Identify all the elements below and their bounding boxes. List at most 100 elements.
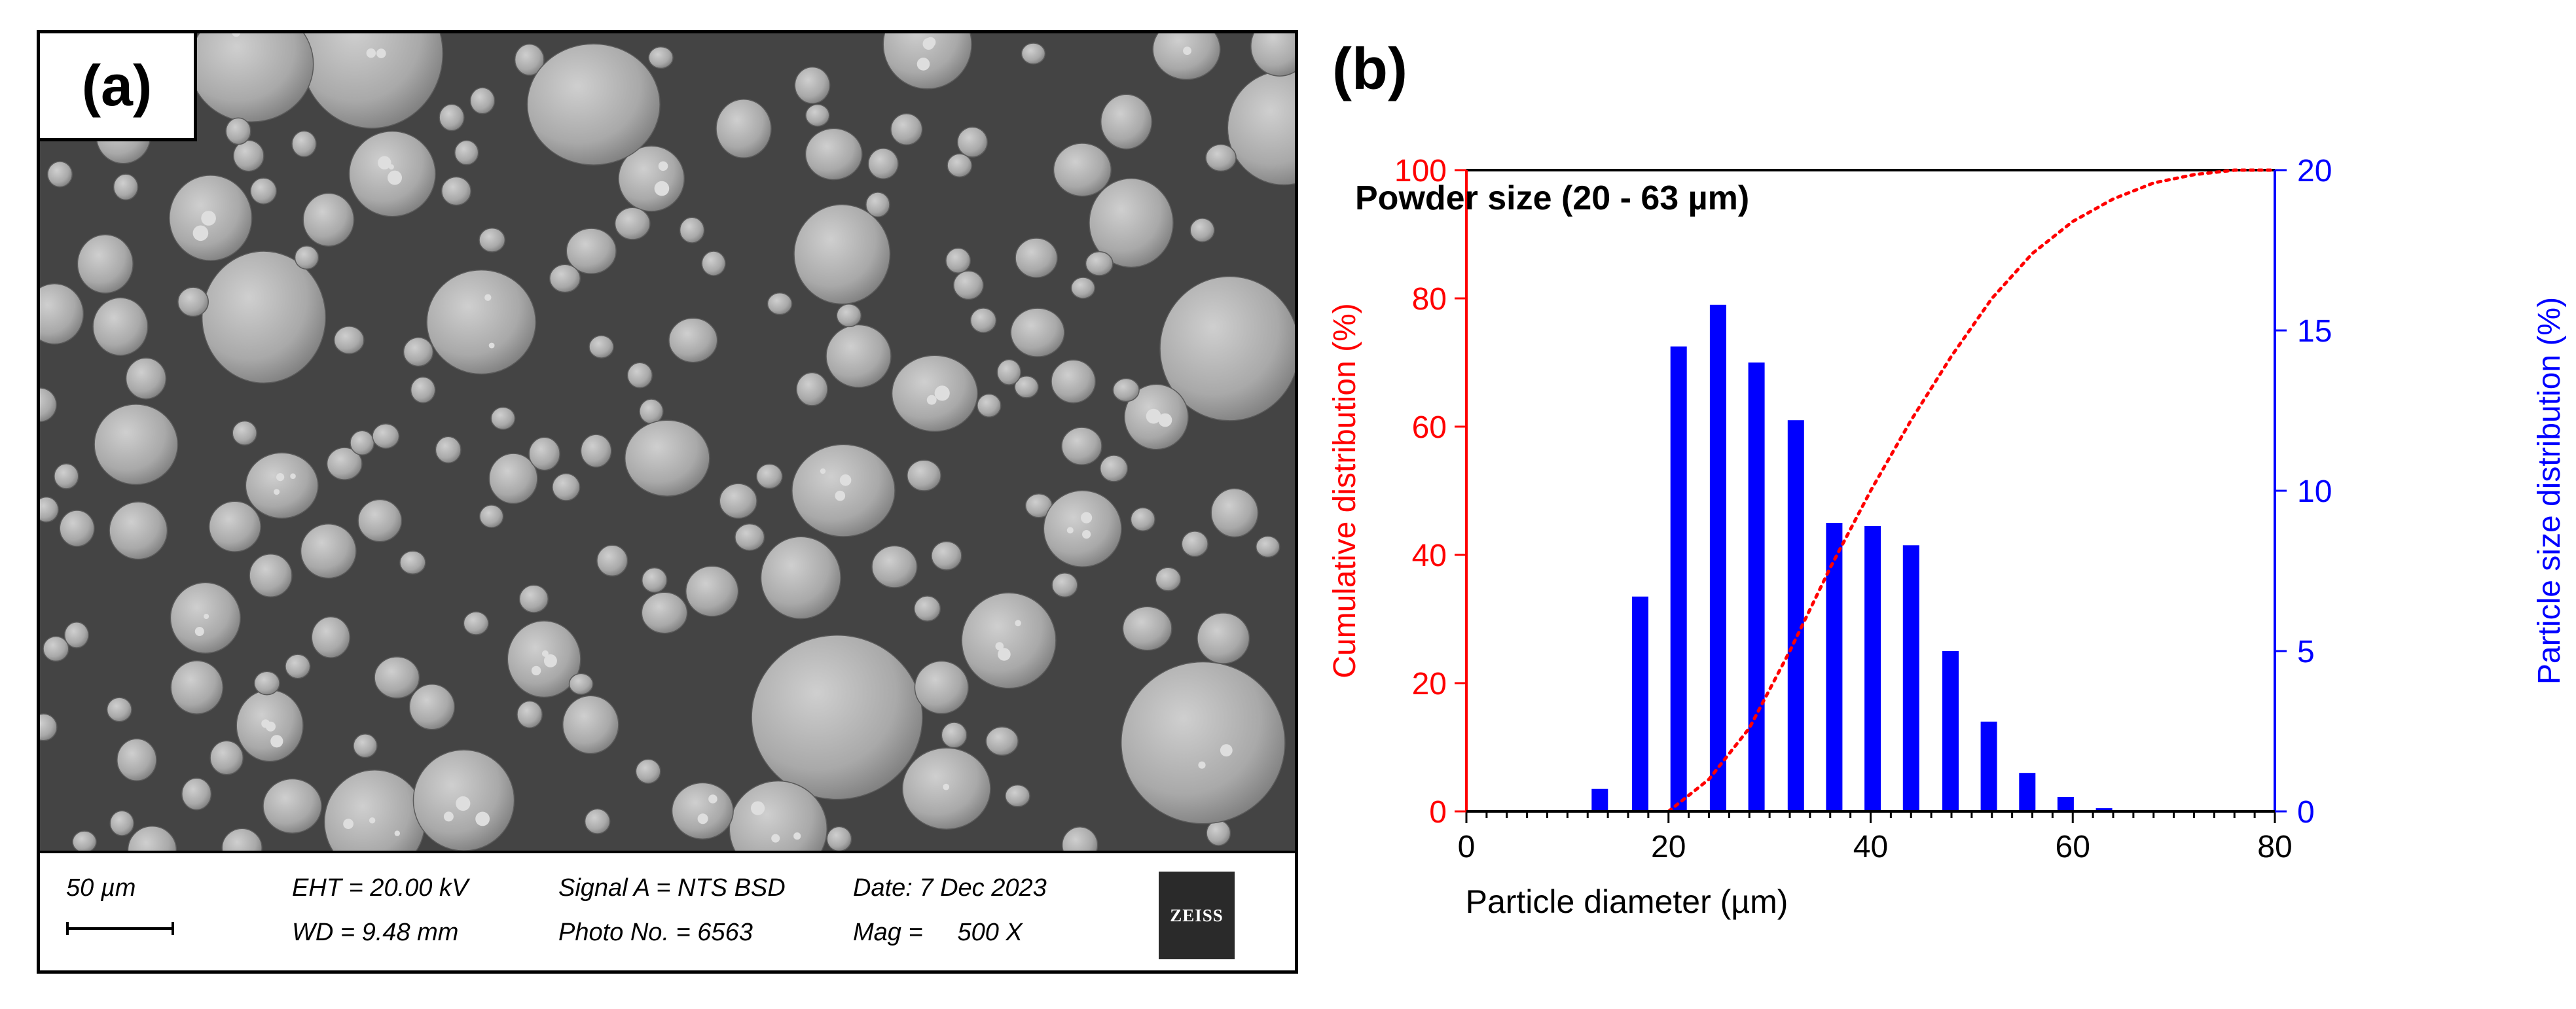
satellite-particle [995, 642, 1004, 650]
powder-particle [225, 117, 251, 145]
y-left-tick-label: 0 [1429, 795, 1447, 830]
distribution-bar [1826, 523, 1843, 811]
powder-particle [374, 656, 420, 699]
powder-particle [961, 592, 1057, 689]
powder-particle [1004, 784, 1030, 807]
satellite-particle [265, 721, 276, 732]
satellite-particle [488, 342, 495, 349]
distribution-bar [1942, 651, 1959, 811]
powder-particle [941, 722, 968, 749]
distribution-bar [1670, 346, 1687, 811]
powder-particle [970, 308, 997, 334]
powder-particle [63, 622, 90, 648]
powder-particle [490, 406, 516, 430]
powder-particle [589, 335, 614, 359]
powder-particle [729, 780, 828, 858]
powder-particle [469, 87, 496, 115]
photo-number-text: Photo No. = 6563 [558, 919, 753, 946]
powder-particle [624, 419, 710, 497]
y-left-tick-label: 80 [1412, 282, 1447, 317]
powder-particle [117, 738, 157, 782]
powder-particle [40, 387, 57, 423]
distribution-bar [1787, 420, 1804, 811]
powder-particle [907, 459, 941, 491]
powder-particle [671, 782, 734, 840]
powder-particle [170, 660, 224, 715]
powder-particle [1053, 143, 1112, 197]
x-axis-label: Particle diameter (µm) [1466, 883, 1788, 920]
satellite-particle [192, 225, 209, 241]
powder-particle [1021, 43, 1046, 65]
x-tick-label: 40 [1853, 830, 1888, 864]
powder-particle [285, 654, 311, 679]
powder-particle [488, 453, 538, 504]
satellite-particle [443, 811, 454, 822]
satellite-particle [1081, 512, 1093, 523]
y-left-tick-label: 40 [1412, 539, 1447, 573]
distribution-bar [1709, 304, 1726, 811]
powder-particle [435, 436, 462, 464]
distribution-bar [2019, 773, 2036, 811]
powder-particle [113, 173, 139, 201]
powder-particle [1061, 826, 1098, 858]
powder-particle [403, 337, 434, 367]
distribution-bar [1632, 596, 1648, 811]
satellite-particle [541, 650, 549, 657]
powder-particle [1189, 218, 1215, 243]
powder-particle [719, 483, 757, 519]
powder-particle [760, 536, 841, 620]
satellite-particle [1146, 408, 1161, 424]
powder-particle [618, 145, 685, 212]
powder-particle [626, 362, 653, 389]
panel-a-label: (a) [40, 33, 197, 141]
powder-particle [125, 357, 167, 400]
powder-particle [1152, 33, 1221, 80]
y-left-tick-label: 60 [1412, 410, 1447, 445]
powder-particle [263, 778, 322, 834]
powder-particle [463, 611, 489, 635]
satellite-particle [456, 796, 471, 811]
satellite-particle [926, 395, 937, 405]
powder-particle [735, 523, 765, 551]
scale-label: 50 µm [66, 874, 136, 902]
powder-particle [1122, 606, 1172, 651]
powder-particle [109, 501, 168, 560]
powder-particle [648, 46, 674, 69]
powder-particle [454, 139, 479, 166]
powder-particle [836, 304, 862, 328]
satellite-particle [543, 654, 557, 667]
satellite-particle [369, 817, 376, 824]
powder-particle [996, 359, 1022, 385]
powder-particle [479, 227, 506, 253]
powder-particle [426, 269, 537, 375]
powder-particle [372, 423, 400, 449]
powder-particle [40, 713, 58, 741]
satellite-particle [376, 48, 386, 58]
powder-particle [300, 523, 357, 579]
powder-particle [353, 734, 378, 758]
y-axis-right-label: Particle size distribution (%) [2532, 297, 2567, 684]
powder-particle [1205, 143, 1237, 172]
satellite-particle [751, 801, 765, 815]
distribution-bar [2095, 808, 2113, 811]
satellite-particle [290, 473, 296, 479]
distribution-bar [1902, 545, 1919, 811]
satellite-particle [654, 181, 670, 196]
distribution-bar [1864, 525, 1881, 811]
satellite-particle [998, 648, 1011, 661]
powder-particle [566, 228, 617, 275]
zeiss-logo: ZEISS [1159, 872, 1235, 959]
powder-particle [1206, 820, 1231, 846]
satellite-particle [201, 211, 216, 226]
satellite-particle [204, 614, 209, 619]
powder-particle [701, 251, 726, 276]
powder-particle [208, 501, 262, 552]
powder-particle [106, 697, 132, 722]
powder-particle [552, 473, 581, 501]
powder-particle [791, 444, 896, 537]
y-right-tick-label: 0 [2297, 795, 2315, 830]
powder-particle [92, 297, 149, 356]
satellite-particle [835, 490, 846, 501]
powder-particle [952, 270, 984, 300]
